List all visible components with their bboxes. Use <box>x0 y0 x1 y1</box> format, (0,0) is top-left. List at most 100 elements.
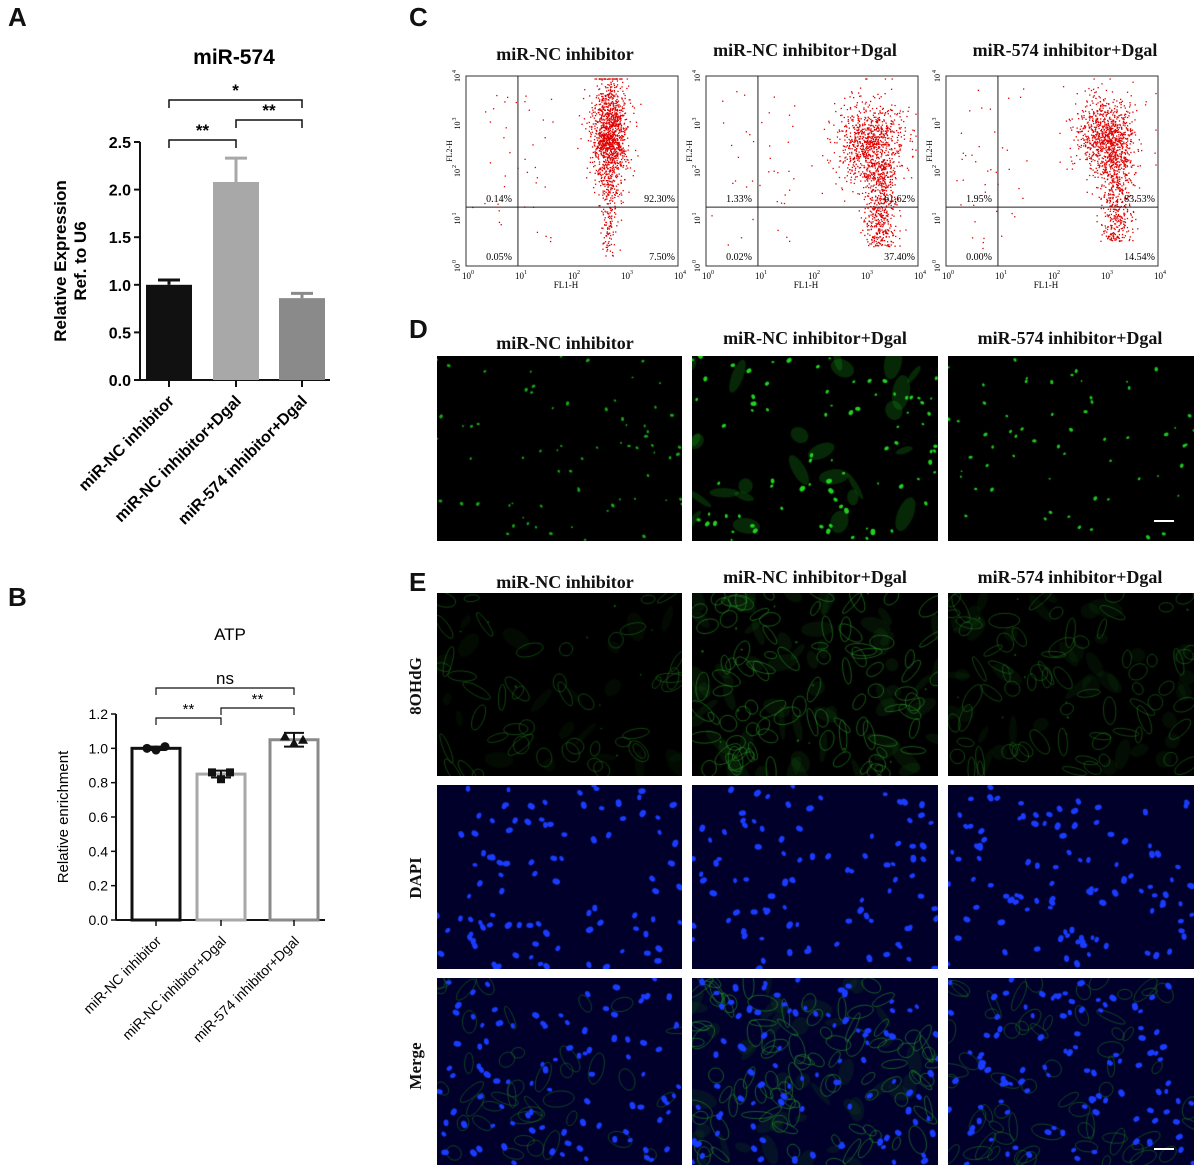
flow-xtick-label: 10 <box>914 271 924 281</box>
e-row-label-dapi: DAPI <box>406 857 425 899</box>
flow-yaxis-label: FL2-H <box>925 140 934 162</box>
e-title-3: miR-574 inhibitor+Dgal <box>977 567 1163 587</box>
chart-b-sig-label: ** <box>252 691 264 708</box>
e-8ohdg-3 <box>948 593 1194 776</box>
flow-xaxis-label: FL1-H <box>794 280 819 290</box>
flow-xtick-label: 10 <box>621 271 631 281</box>
chart-a-sig-bracket <box>235 119 303 128</box>
flow-xtick-label: 10 <box>995 271 1005 281</box>
flow-ytick-exp: 3 <box>692 118 698 121</box>
flow-xtick-exp: 1 <box>1004 270 1007 276</box>
d-title-3: miR-574 inhibitor+Dgal <box>977 328 1163 348</box>
flow-frame <box>465 75 679 267</box>
flow-xtick-exp: 0 <box>711 270 714 276</box>
e-title-1: miR-NC inhibitor <box>496 572 634 592</box>
flow-xtick-label: 10 <box>1048 271 1058 281</box>
chart-b-ytick-label: 0.8 <box>89 775 109 791</box>
flow-xtick-exp: 4 <box>683 270 686 276</box>
chart-b-bar <box>195 772 247 922</box>
flow-xtick-label: 10 <box>861 271 871 281</box>
chart-a-bar <box>213 181 259 380</box>
chart-b-ytick-label: 0.6 <box>89 809 109 825</box>
chart-b-sig-bracket <box>220 707 295 715</box>
chart-a-ylabel-1: Relative Expression <box>51 180 70 342</box>
flow-frame <box>705 75 919 267</box>
panel-letter-d: D <box>409 314 428 344</box>
flow-xtick-label: 10 <box>755 271 765 281</box>
e-merge-2 <box>692 978 938 1165</box>
flow-title-1: miR-NC inhibitor <box>496 44 634 64</box>
flow-quadrant-ll: 0.05% <box>486 252 512 263</box>
panel-letter-c: C <box>409 2 428 32</box>
panel-letter-a: A <box>8 2 27 32</box>
flow-frame <box>945 75 1159 267</box>
flow-yaxis-label: FL2-H <box>445 140 454 162</box>
flow-ytick-label: 10 <box>933 122 942 130</box>
flow-xtick-label: 10 <box>515 271 525 281</box>
chart-b-point <box>226 768 234 777</box>
flow-ytick-label: 10 <box>933 74 942 82</box>
chart-a-bar <box>146 284 192 380</box>
flow-dots <box>472 78 642 257</box>
flow-title-2: miR-NC inhibitor+Dgal <box>713 40 897 60</box>
flow-ytick-exp: 4 <box>932 70 938 73</box>
chart-a-xtick-label: miR-NC inhibitor+Dgal <box>112 393 245 526</box>
panel-letter-e: E <box>409 567 427 597</box>
flow-quadrant-ll: 0.00% <box>966 252 992 263</box>
flow-ytick-label: 10 <box>933 169 942 177</box>
chart-b-atp-enrichment: ATP 0.0 0.2 0.4 0.6 0.8 1.0 1.2 Relative enrichm… <box>55 625 325 1045</box>
chart-a-bar <box>279 298 325 380</box>
flow-ytick-label: 10 <box>693 169 702 177</box>
flow-dots <box>711 78 917 248</box>
flow-xtick-exp: 2 <box>1057 270 1060 276</box>
flow-title-3: miR-574 inhibitor+Dgal <box>972 40 1158 60</box>
flow-ytick-label: 10 <box>453 122 462 130</box>
chart-a-mir574-expression: miR-574 0.0 0.5 1.0 1.5 2.0 2.5 Relative Expres… <box>51 46 330 529</box>
chart-b-point <box>208 768 216 777</box>
flow-xtick-label: 10 <box>568 271 578 281</box>
chart-a-ytick-label: 1.5 <box>109 230 131 247</box>
flow-ytick-label: 10 <box>693 74 702 82</box>
chart-a-sig-bracket <box>168 99 303 108</box>
chart-b-point <box>142 743 152 753</box>
chart-a-ytick-label: 2.0 <box>109 183 131 200</box>
e-merge-3 <box>948 978 1194 1165</box>
flow-ytick-exp: 2 <box>932 165 938 168</box>
flow-quadrant-lr: 14.54% <box>1124 252 1155 263</box>
chart-b-title: ATP <box>214 625 246 644</box>
e-merge-1 <box>437 978 682 1165</box>
chart-a-xtick-label: miR-574 inhibitor+Dgal <box>175 393 311 529</box>
e-scale-bar <box>1154 1148 1174 1150</box>
flow-ytick-exp: 1 <box>932 213 938 216</box>
flow-xtick-label: 10 <box>808 271 818 281</box>
flow-ytick-label: 10 <box>453 74 462 82</box>
chart-b-ytick-label: 1.2 <box>89 706 109 722</box>
flow-xtick-exp: 4 <box>923 270 926 276</box>
flow-ytick-exp: 0 <box>452 260 458 263</box>
flow-quadrant-ur: 92.30% <box>644 194 675 205</box>
chart-a-sig-bracket <box>168 139 237 148</box>
chart-b-ytick-label: 0.4 <box>89 843 109 859</box>
chart-b-ytick-label: 0.0 <box>89 912 109 928</box>
chart-b-sig-label: ** <box>183 701 195 718</box>
flow-ytick-label: 10 <box>933 217 942 225</box>
flow-dots <box>956 78 1157 250</box>
e-dapi-2 <box>692 785 938 969</box>
flow-xtick-label: 10 <box>674 271 684 281</box>
chart-a-ytick-label: 2.5 <box>109 135 131 152</box>
flow-xtick-label: 10 <box>462 271 472 281</box>
chart-a-title: miR-574 <box>193 46 275 69</box>
flow-ytick-exp: 2 <box>692 165 698 168</box>
panel-letter-b: B <box>8 582 27 612</box>
e-dapi-3 <box>948 785 1194 969</box>
chart-b-ytick-label: 1.0 <box>89 740 109 756</box>
chart-b-bar <box>268 738 320 922</box>
chart-a-sig-label: ** <box>262 101 276 120</box>
flow-quadrant-lr: 7.50% <box>649 252 675 263</box>
e-8ohdg-2 <box>692 593 938 776</box>
chart-a-ylabel-2: Ref. to U6 <box>71 221 90 300</box>
chart-a-ytick-label: 0.0 <box>109 373 131 390</box>
